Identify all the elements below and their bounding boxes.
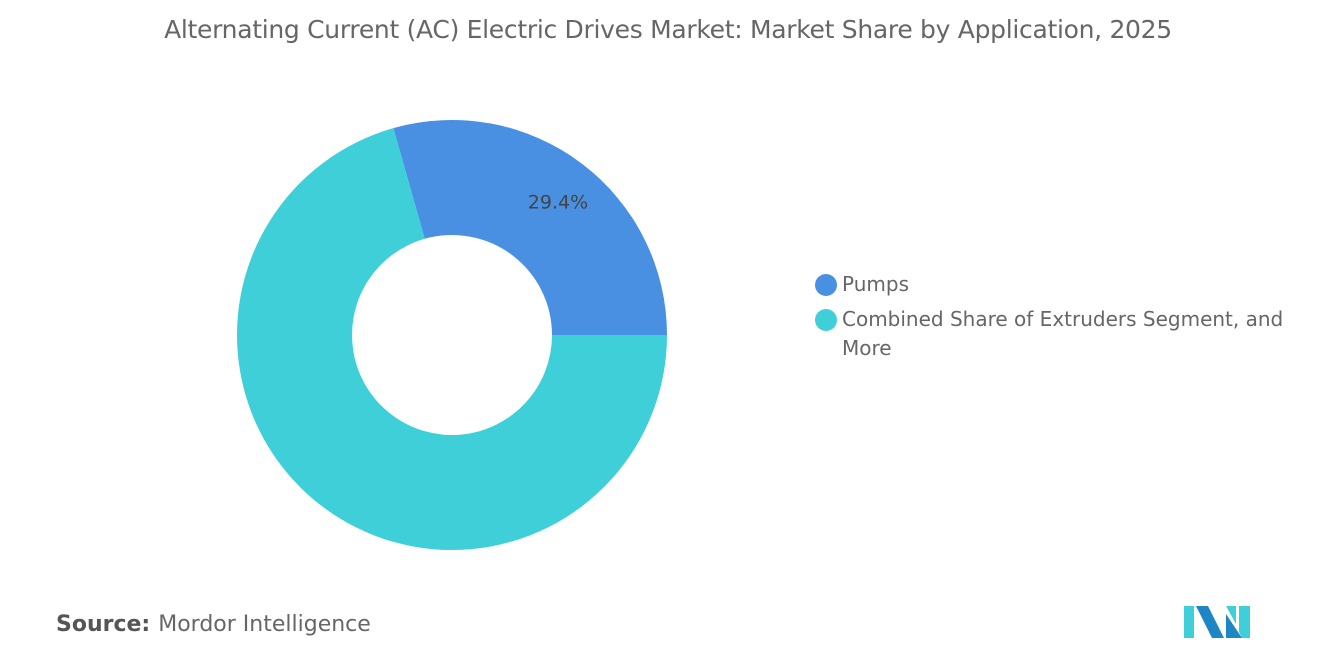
legend-item-pumps[interactable]: Pumps bbox=[815, 270, 1295, 299]
source-label: Source: bbox=[56, 612, 151, 637]
data-label-0: 29.4% bbox=[528, 191, 588, 213]
legend-label: Pumps bbox=[842, 272, 909, 296]
mordor-intelligence-logo bbox=[1184, 606, 1250, 638]
donut-slice-1[interactable] bbox=[237, 128, 667, 550]
legend-item-combined[interactable]: Combined Share of Extruders Segment, and… bbox=[815, 305, 1295, 363]
legend: Pumps Combined Share of Extruders Segmen… bbox=[815, 270, 1295, 369]
legend-swatch bbox=[815, 309, 837, 331]
donut-slice-0[interactable] bbox=[393, 120, 667, 335]
source-text: Mordor Intelligence bbox=[158, 612, 371, 637]
legend-label: Combined Share of Extruders Segment, and… bbox=[842, 307, 1284, 360]
legend-swatch bbox=[815, 274, 837, 296]
chart-title: Alternating Current (AC) Electric Drives… bbox=[164, 15, 1172, 44]
source-note: Source: Mordor Intelligence bbox=[56, 612, 371, 637]
